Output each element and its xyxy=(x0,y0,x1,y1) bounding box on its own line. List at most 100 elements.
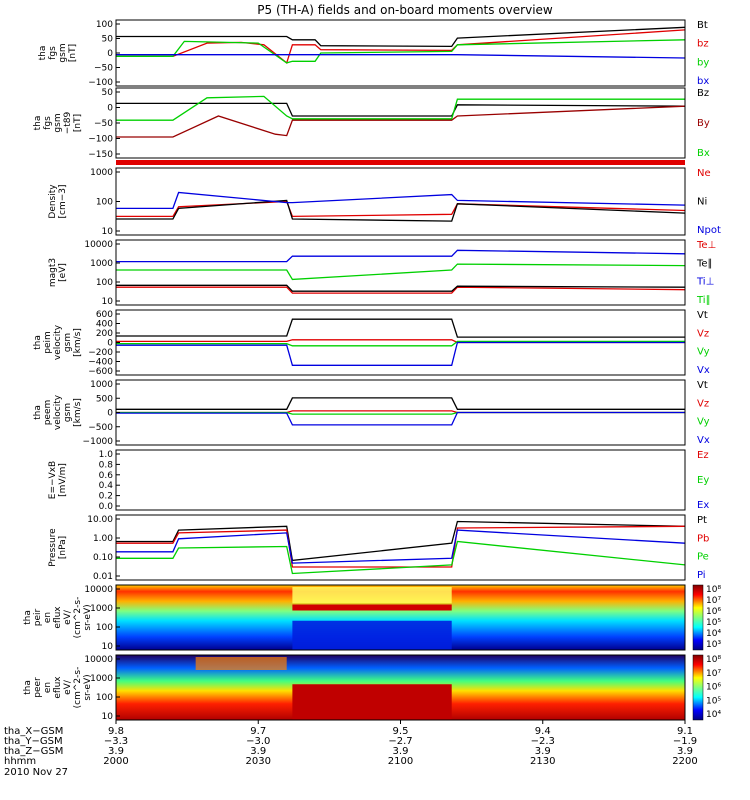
spectrogram-band xyxy=(195,657,287,670)
colorbar-label: 10⁴ xyxy=(706,629,721,639)
legend-Te⊥: Te⊥ xyxy=(696,240,716,251)
legend-Pi: Pi xyxy=(697,570,706,581)
y-axis-label-line: eV/ xyxy=(63,609,73,625)
panel-10: 10⁸ 10⁷ 10⁶ 10⁵ 10⁴ 10000 1000 100 10 tha peer en ef… xyxy=(23,654,721,722)
y-axis-label-line: E=−VxB xyxy=(48,461,58,499)
y-axis-label-line: sr-eV) xyxy=(83,604,93,630)
legend-Ex: Ex xyxy=(697,500,709,511)
legend-Te∥: Te∥ xyxy=(696,258,713,269)
y-tick-label: 1.0 xyxy=(99,450,114,460)
y-axis-label-line: gsm xyxy=(63,333,73,352)
legend-Bx: Bx xyxy=(697,148,710,159)
legend-Ne: Ne xyxy=(697,168,711,179)
panel-8: 10.00 1.00 0.10 0.01 Pressure [nPa] Pt Pb Pe Pi xyxy=(48,514,709,582)
y-tick-label: 10000 xyxy=(84,240,113,250)
spectrogram-band xyxy=(292,620,452,650)
legend-bx: bx xyxy=(697,76,709,87)
series-Bz xyxy=(116,102,686,117)
y-axis-label-line: en xyxy=(43,612,53,623)
y-tick-label: −150 xyxy=(88,150,113,160)
xaxis-value: 2030 xyxy=(246,756,271,767)
xaxis-value: 3.9 xyxy=(677,746,693,757)
y-tick-label: 0.8 xyxy=(99,460,114,470)
y-tick-label: 10.00 xyxy=(87,515,113,525)
panel-4: 10000 1000 100 10 magt3 [eV] Te⊥ Te∥ Ti⊥ Ti∥ xyxy=(48,239,716,307)
series-Te∥ xyxy=(116,284,686,292)
xaxis-value: 9.8 xyxy=(108,726,124,737)
legend-By: By xyxy=(697,118,710,129)
y-axis-label-line: tha xyxy=(23,680,33,695)
y-tick-label: 0.4 xyxy=(99,481,114,491)
date-label: 2010 Nov 27 xyxy=(4,767,68,778)
legend-Vt: Vt xyxy=(697,380,708,391)
panel-frame xyxy=(115,514,686,581)
figure-title: P5 (TH-A) fields and on-board moments ov… xyxy=(257,3,553,17)
series-Pt xyxy=(116,520,686,562)
y-tick-label: 0 xyxy=(107,339,113,349)
xaxis-value: 2200 xyxy=(672,756,697,767)
xaxis-value: 3.9 xyxy=(393,746,409,757)
series-Vx xyxy=(116,411,685,426)
panel-frame xyxy=(115,19,686,87)
panel-frame xyxy=(115,87,686,159)
y-axis-label-line: velocity xyxy=(53,394,63,430)
y-axis-label-line: Pressure xyxy=(48,528,58,567)
y-axis-label-line: peim xyxy=(43,331,53,354)
y-tick-label: 0 xyxy=(107,104,113,114)
xaxis-value: 9.1 xyxy=(677,726,693,737)
y-tick-label: 1000 xyxy=(90,380,113,390)
series-By xyxy=(116,105,686,138)
legend-Ti⊥: Ti⊥ xyxy=(696,277,714,288)
y-tick-label: −50 xyxy=(94,64,113,74)
y-tick-label: 50 xyxy=(102,88,114,98)
y-axis-label-line: (cm^2-s- xyxy=(73,597,83,639)
y-axis-label-line: peir xyxy=(33,608,43,626)
spectrogram-band xyxy=(292,587,452,604)
y-tick-label: −500 xyxy=(88,423,113,433)
y-tick-label: 50 xyxy=(102,35,114,45)
y-axis-label-line: eflux xyxy=(53,606,63,629)
y-axis-label-line: sr-eV) xyxy=(83,674,93,700)
y-axis-label-line: tha xyxy=(23,610,33,625)
series-Ti⊥ xyxy=(116,249,686,263)
legend-Vx: Vx xyxy=(697,365,710,376)
y-axis-label-line: [nPa] xyxy=(58,536,68,559)
y-axis-label-line: tha xyxy=(33,405,43,420)
legend-Vx: Vx xyxy=(697,435,710,446)
legend-Pt: Pt xyxy=(697,515,707,526)
series-Vt xyxy=(116,318,685,338)
series-Pe xyxy=(116,540,686,575)
y-tick-label: 1000 xyxy=(90,259,113,269)
xaxis-value: −3.0 xyxy=(246,736,270,747)
y-axis-label-line: tha xyxy=(33,116,43,131)
y-tick-label: 0.10 xyxy=(93,553,113,563)
y-tick-label: 1.00 xyxy=(93,534,113,544)
y-tick-label: 10 xyxy=(102,712,114,722)
y-axis-label-line: gsm xyxy=(63,403,73,422)
y-axis-label-line: [eV] xyxy=(58,263,68,282)
y-tick-label: −100 xyxy=(88,135,113,145)
y-tick-label: 0 xyxy=(107,49,113,59)
xaxis-value: 9.5 xyxy=(393,726,409,737)
y-tick-label: 100 xyxy=(96,693,113,703)
series-Pi xyxy=(116,529,686,564)
y-tick-label: 600 xyxy=(96,310,113,320)
y-tick-label: 100 xyxy=(96,198,113,208)
xaxis-value: 2100 xyxy=(388,756,413,767)
y-tick-label: 10000 xyxy=(84,585,113,595)
colorbar-scale xyxy=(692,584,704,651)
colorbar-label: 10⁴ xyxy=(706,710,721,720)
xaxis-row-label: tha_Z−GSM xyxy=(4,746,63,757)
y-axis-label-line: (cm^2-s- xyxy=(73,667,83,709)
colorbar-scale xyxy=(692,654,704,721)
time-axis-labels: tha_X−GSM 9.8 9.7 9.5 9.4 9.1 tha_Y−GSM −3.3 −3.… xyxy=(4,720,698,767)
legend-Bz: Bz xyxy=(697,88,709,99)
legend-Vz: Vz xyxy=(697,398,709,409)
legend-Pb: Pb xyxy=(697,533,709,544)
xaxis-value: 3.9 xyxy=(250,746,266,757)
panel-6: 1000 500 0 −500 −1000 tha peem velocity gsm [km/s… xyxy=(33,379,710,447)
y-axis-label-line: [nT] xyxy=(68,44,78,62)
y-axis-label-line: eflux xyxy=(53,676,63,699)
y-tick-label: 400 xyxy=(96,320,113,330)
